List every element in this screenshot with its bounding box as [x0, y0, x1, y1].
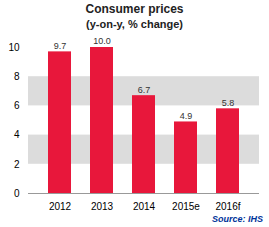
svg-text:8: 8 — [14, 71, 20, 82]
svg-text:0: 0 — [14, 188, 20, 199]
html-text:Source: IHS: Source: IHS — [212, 214, 263, 224]
svg-text:2014: 2014 — [133, 201, 156, 212]
svg-text:4.9: 4.9 — [180, 111, 193, 121]
svg-text:10.0: 10.0 — [93, 36, 111, 46]
svg-text:6: 6 — [14, 100, 20, 111]
svg-text:2012: 2012 — [49, 201, 72, 212]
svg-text:5.8: 5.8 — [222, 98, 235, 108]
html-text:(y-on-y, % change): (y-on-y, % change) — [86, 18, 183, 30]
svg-text:4: 4 — [14, 129, 20, 140]
svg-text:9.7: 9.7 — [54, 41, 67, 51]
svg-text:6.7: 6.7 — [138, 85, 151, 95]
svg-text:2016f: 2016f — [215, 201, 240, 212]
svg-text:10: 10 — [8, 42, 20, 53]
svg-text:2013: 2013 — [91, 201, 114, 212]
html-text:Consumer prices: Consumer prices — [85, 2, 184, 16]
svg-text:2: 2 — [14, 159, 20, 170]
svg-text:2015e: 2015e — [172, 201, 200, 212]
